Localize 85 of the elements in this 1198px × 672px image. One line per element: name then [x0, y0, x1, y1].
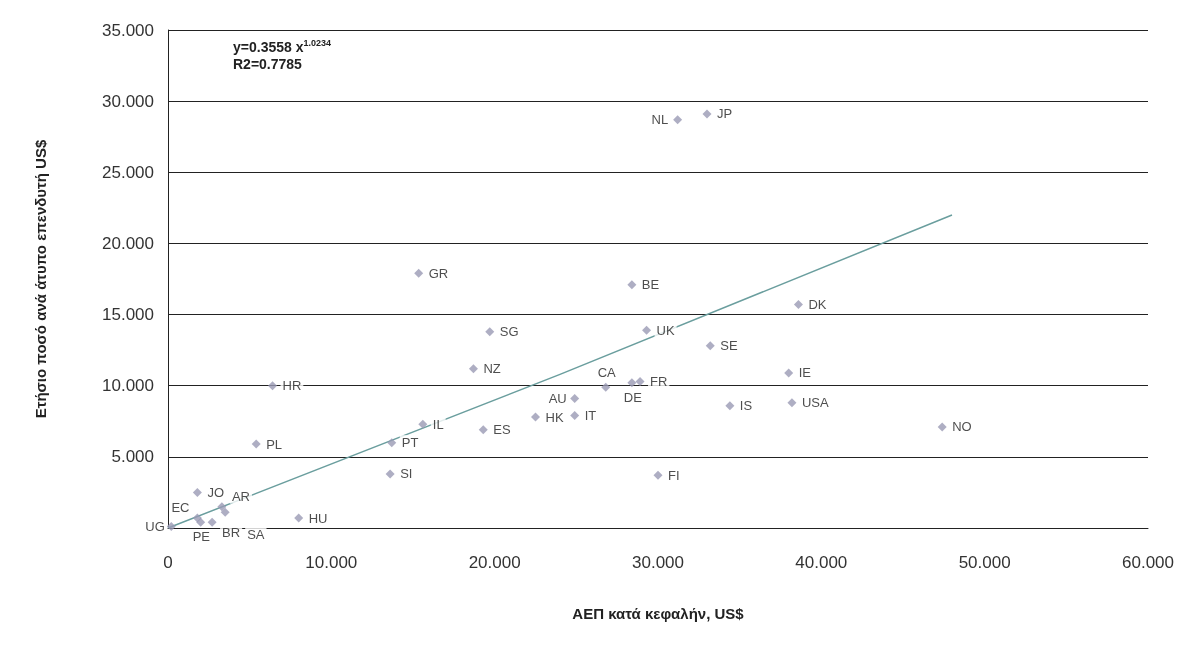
- point: [217, 502, 227, 512]
- x-tick-label: 0: [163, 553, 173, 572]
- point: [196, 517, 206, 527]
- data-label: BE: [641, 277, 660, 293]
- data-label: PE: [192, 529, 211, 545]
- data-label: PT: [401, 435, 419, 451]
- point: [478, 425, 488, 435]
- y-tick-label: 30.000: [102, 91, 154, 111]
- point: [627, 280, 637, 290]
- data-label: SG: [499, 324, 519, 340]
- point: [570, 394, 580, 404]
- y-tick-label: 20.000: [102, 233, 154, 253]
- data-label: PL: [266, 436, 283, 452]
- point: [601, 382, 611, 392]
- point: [485, 327, 495, 337]
- point: [673, 115, 683, 125]
- data-label: HU: [308, 510, 328, 526]
- point: [268, 381, 278, 391]
- data-label: EC: [171, 500, 190, 516]
- x-axis-title: ΑΕΠ κατά κεφαλήν, US$: [572, 605, 745, 622]
- y-axis-title: Ετήσιο ποσό ανά άτυπο επενδυτή US$: [32, 139, 49, 419]
- point: [207, 517, 217, 527]
- data-label: AR: [231, 488, 250, 504]
- data-label: NO: [952, 419, 972, 435]
- x-tick-label: 50.000: [958, 553, 1011, 572]
- point: [220, 507, 230, 517]
- data-label: USA: [801, 395, 829, 411]
- x-tick-label: 10.000: [305, 553, 358, 572]
- data-label: IT: [584, 408, 597, 424]
- y-tick-label: 5.000: [111, 447, 154, 467]
- y-tick-label: 35.000: [102, 20, 154, 40]
- data-label: SA: [247, 527, 265, 543]
- data-label: NL: [651, 112, 669, 128]
- data-label: BR: [222, 525, 241, 541]
- point: [294, 513, 304, 523]
- point: [725, 401, 735, 411]
- data-label: IL: [432, 416, 444, 432]
- data-label: ES: [493, 422, 511, 438]
- data-label: SE: [720, 338, 738, 354]
- point: [387, 438, 397, 448]
- data-label: NZ: [483, 361, 501, 377]
- x-tick-label: 60.000: [1122, 553, 1174, 572]
- point: [468, 364, 478, 374]
- y-tick-label: 10.000: [102, 376, 154, 396]
- point: [635, 376, 645, 386]
- data-label: IS: [739, 398, 753, 414]
- data-label: UG: [145, 519, 165, 535]
- point: [570, 411, 580, 421]
- point: [787, 398, 797, 408]
- x-tick-label: 40.000: [795, 553, 848, 572]
- point: [531, 412, 540, 422]
- y-tick-label: 25.000: [102, 162, 154, 182]
- point: [414, 268, 424, 278]
- point: [418, 419, 428, 429]
- data-label: IE: [798, 365, 812, 381]
- data-label: DE: [623, 389, 643, 405]
- data-label: JP: [717, 106, 733, 122]
- data-label: JO: [207, 484, 225, 500]
- data-label: FI: [668, 467, 680, 483]
- data-label: AU: [548, 391, 567, 407]
- data-label: UK: [656, 322, 675, 338]
- point: [166, 522, 176, 532]
- data-label: FR: [650, 373, 668, 389]
- point: [793, 300, 803, 310]
- point: [385, 469, 395, 479]
- point: [702, 109, 712, 119]
- point: [627, 378, 637, 388]
- point: [642, 325, 652, 335]
- data-label: GR: [428, 265, 449, 281]
- data-label: DK: [808, 297, 827, 313]
- data-label: SI: [400, 466, 413, 482]
- point: [784, 368, 794, 378]
- data-label: CA: [597, 365, 617, 381]
- y-tick-label: 15.000: [102, 305, 154, 325]
- point: [653, 470, 663, 480]
- x-tick-label: 30.000: [632, 553, 684, 572]
- data-label: HR: [282, 378, 302, 394]
- point: [192, 487, 202, 497]
- point: [251, 439, 261, 449]
- point: [192, 513, 202, 523]
- point: [937, 422, 947, 432]
- point: [705, 341, 715, 351]
- x-tick-label: 20.000: [468, 553, 521, 572]
- annotation: R2=0.7785: [233, 56, 303, 72]
- data-label: HK: [545, 409, 564, 425]
